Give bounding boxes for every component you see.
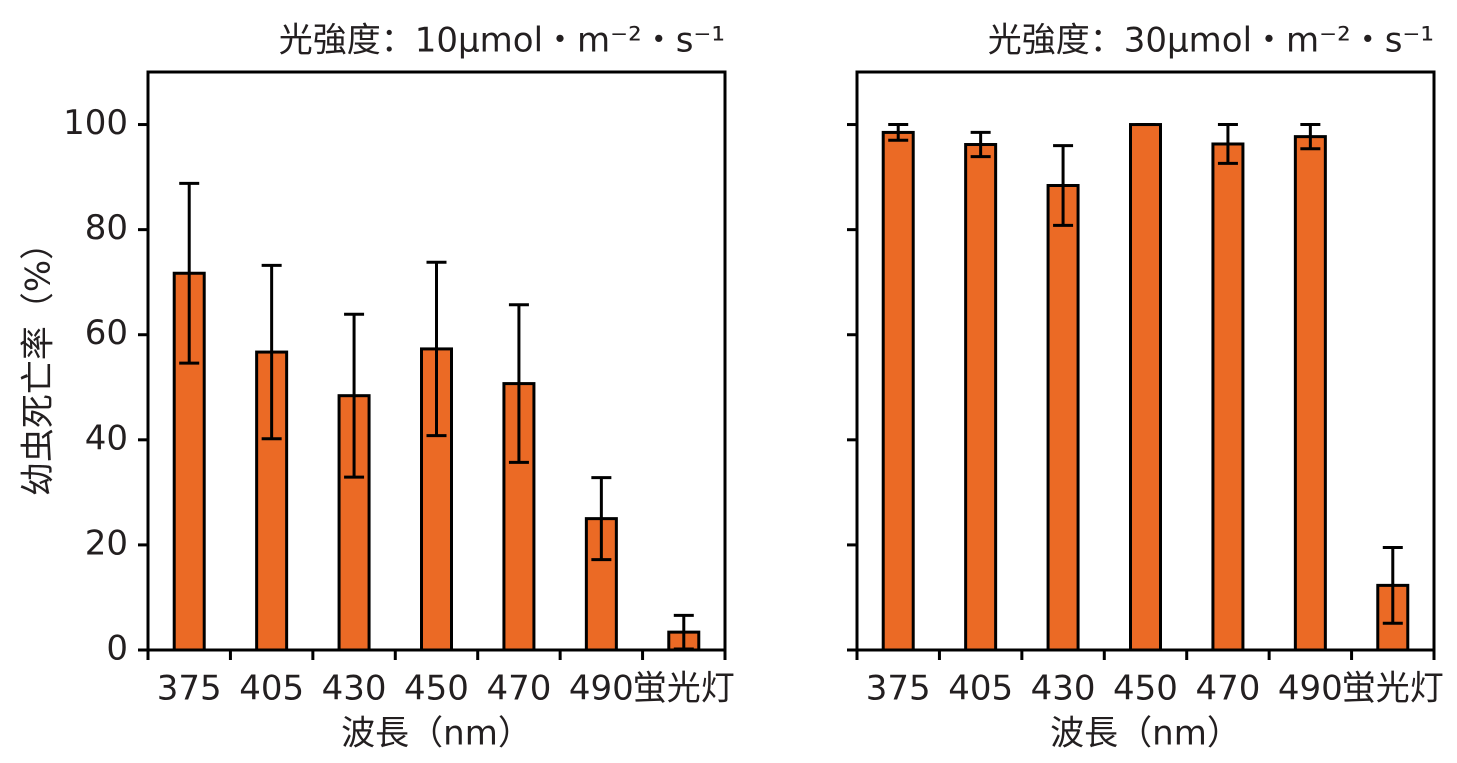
x-tick-label: 405 [948, 669, 1013, 709]
bar [1129, 123, 1162, 652]
bar [964, 143, 998, 652]
error-bar [179, 181, 200, 365]
x-tick-label: 375 [157, 669, 222, 709]
y-tick-label: 40 [85, 418, 128, 458]
y-tick-label: 0 [106, 629, 128, 669]
bar [1046, 183, 1080, 652]
plot-frame [146, 70, 727, 652]
bar [1211, 142, 1245, 652]
x-tick-label: 375 [866, 669, 931, 709]
x-axis-label: 波長（nm） [1050, 714, 1241, 754]
x-tick-label: 490 [569, 669, 634, 709]
y-tick-label: 60 [85, 313, 128, 353]
y-tick-label: 20 [85, 523, 128, 563]
error-bar [1053, 144, 1074, 227]
chart-title: 光強度：30μmol・m⁻²・s⁻¹ [988, 21, 1434, 61]
error-bar [888, 123, 909, 142]
error-bar [1217, 123, 1238, 165]
chart-title: 光強度：10μmol・m⁻²・s⁻¹ [279, 21, 725, 61]
error-bar [591, 476, 612, 562]
x-tick-label: 430 [1031, 669, 1096, 709]
bar [1293, 135, 1327, 652]
x-tick-label: 450 [404, 669, 469, 709]
bar [255, 350, 289, 652]
x-tick-label: 490 [1278, 669, 1343, 709]
y-tick-label: 80 [85, 208, 128, 248]
error-bar [261, 263, 282, 441]
error-bar [426, 260, 447, 438]
x-tick-label: 430 [322, 669, 387, 709]
error-bar [970, 130, 991, 159]
x-tick-label: 450 [1113, 669, 1178, 709]
error-bar [344, 312, 365, 479]
y-tick-label: 100 [63, 103, 128, 143]
error-bar [1382, 546, 1403, 625]
y-axis-label: 幼虫死亡率（%） [19, 226, 59, 496]
x-tick-label: 蛍光灯 [633, 669, 735, 709]
error-bar [1300, 123, 1321, 151]
bar [881, 130, 915, 652]
plot-frame [855, 70, 1436, 652]
x-tick-label: 蛍光灯 [1342, 669, 1444, 709]
error-bar [508, 303, 529, 464]
x-tick-label: 405 [239, 669, 304, 709]
x-axis-label: 波長（nm） [341, 714, 532, 754]
x-tick-label: 470 [1195, 669, 1260, 709]
x-tick-label: 470 [486, 669, 551, 709]
